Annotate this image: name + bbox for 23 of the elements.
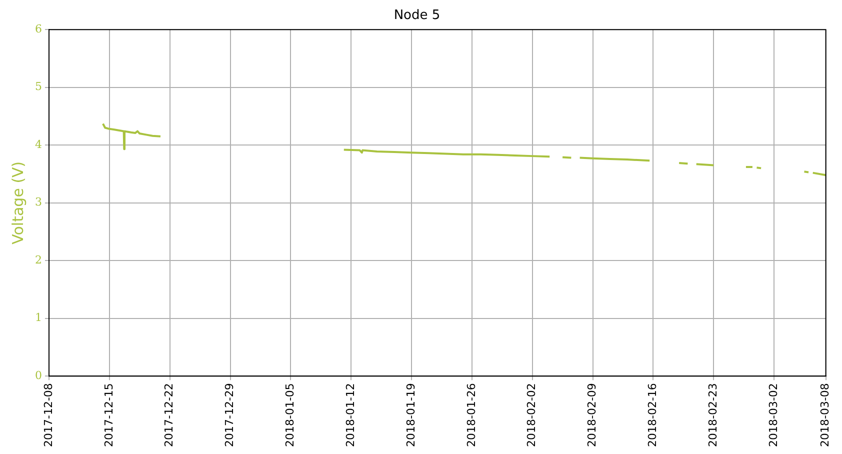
y-tick-label: 3 — [35, 196, 42, 209]
y-tick-label: 5 — [35, 80, 42, 94]
x-tick-label: 2018-03-08 — [818, 383, 832, 448]
y-axis-title: Voltage (V) — [8, 161, 27, 244]
y-tick-label: 2 — [35, 253, 42, 266]
x-tick-label: 2018-02-02 — [525, 383, 538, 448]
x-tick-label: 2018-01-26 — [464, 383, 478, 448]
y-tick-label: 0 — [35, 368, 42, 382]
x-tick-label: 2018-02-09 — [586, 383, 599, 448]
y-tick-label: 1 — [35, 311, 42, 324]
x-tick-label: 2017-12-22 — [162, 383, 176, 448]
x-tick-label: 2017-12-29 — [223, 383, 236, 448]
y-tick-label: 6 — [35, 22, 42, 36]
x-tick-label: 2018-01-05 — [284, 383, 297, 448]
x-tick-label: 2018-02-23 — [706, 383, 720, 448]
y-tick-label: 4 — [35, 138, 42, 151]
x-tick-label: 2017-12-15 — [102, 383, 116, 448]
x-tick-label: 2018-03-02 — [766, 383, 780, 448]
x-tick-label: 2018-01-19 — [404, 383, 418, 448]
x-tick-label: 2017-12-08 — [42, 383, 55, 448]
chart-title: Node 5 — [394, 8, 440, 24]
x-tick-label: 2018-02-16 — [646, 383, 660, 448]
x-tick-label: 2018-01-12 — [344, 383, 357, 448]
